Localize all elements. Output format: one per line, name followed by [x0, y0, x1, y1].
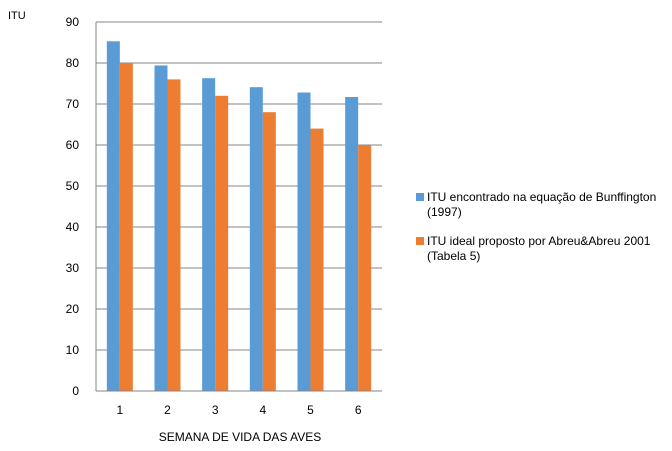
- y-tick-label: 10: [66, 343, 80, 357]
- y-tick-label: 0: [72, 384, 79, 398]
- bar-series-2-week-4: [262, 112, 276, 391]
- x-tick-label: 6: [355, 403, 362, 417]
- legend-item-series-1: ITU encontrado na equação de Bunffington…: [415, 190, 665, 220]
- y-tick-label: 20: [66, 302, 80, 316]
- legend-swatch-blue: [416, 193, 424, 201]
- bar-series-2-week-3: [215, 95, 229, 392]
- axes: [95, 22, 382, 392]
- y-tick-label: 80: [66, 56, 80, 70]
- x-tick-label: 3: [212, 403, 219, 417]
- x-tick-labels: 1 2 3 4 5 6: [116, 403, 361, 417]
- y-axis-label: ITU: [8, 10, 26, 22]
- legend-label-series-1: ITU encontrado na equação de Bunffington…: [427, 190, 657, 219]
- y-tick-label: 40: [66, 220, 80, 234]
- bar-series-1-week-1: [106, 41, 120, 392]
- bar-series-1-week-3: [202, 78, 216, 392]
- x-axis-label: SEMANA DE VIDA DAS AVES: [159, 430, 322, 444]
- bar-series-1-week-5: [297, 92, 311, 392]
- bar-series-1-week-6: [345, 97, 359, 391]
- y-tick-label: 90: [66, 15, 80, 29]
- bar-series-1-week-2: [154, 65, 168, 392]
- bar-series-2-week-5: [310, 128, 324, 391]
- bars: [106, 41, 372, 392]
- y-tick-label: 70: [66, 97, 80, 111]
- legend-swatch-orange: [416, 237, 424, 245]
- legend-label-series-2: ITU ideal proposto por Abreu&Abreu 2001 …: [427, 234, 651, 263]
- x-tick-label: 1: [116, 403, 123, 417]
- x-tick-label: 5: [307, 403, 314, 417]
- x-tick-label: 2: [164, 403, 171, 417]
- bar-series-1-week-4: [249, 87, 263, 391]
- bar-series-2-week-1: [119, 63, 133, 391]
- y-tick-label: 30: [66, 261, 80, 275]
- y-tick-label: 60: [66, 138, 80, 152]
- legend-item-series-2: ITU ideal proposto por Abreu&Abreu 2001 …: [415, 234, 665, 264]
- bar-series-2-week-2: [167, 79, 181, 392]
- gridlines: [96, 21, 382, 351]
- x-tick-label: 4: [259, 403, 266, 417]
- y-tick-labels: 0 10 20 30 40 50 60 70 80 90: [66, 15, 80, 398]
- legend: ITU encontrado na equação de Bunffington…: [415, 190, 665, 278]
- bar-series-2-week-6: [358, 145, 372, 391]
- y-tick-label: 50: [66, 179, 80, 193]
